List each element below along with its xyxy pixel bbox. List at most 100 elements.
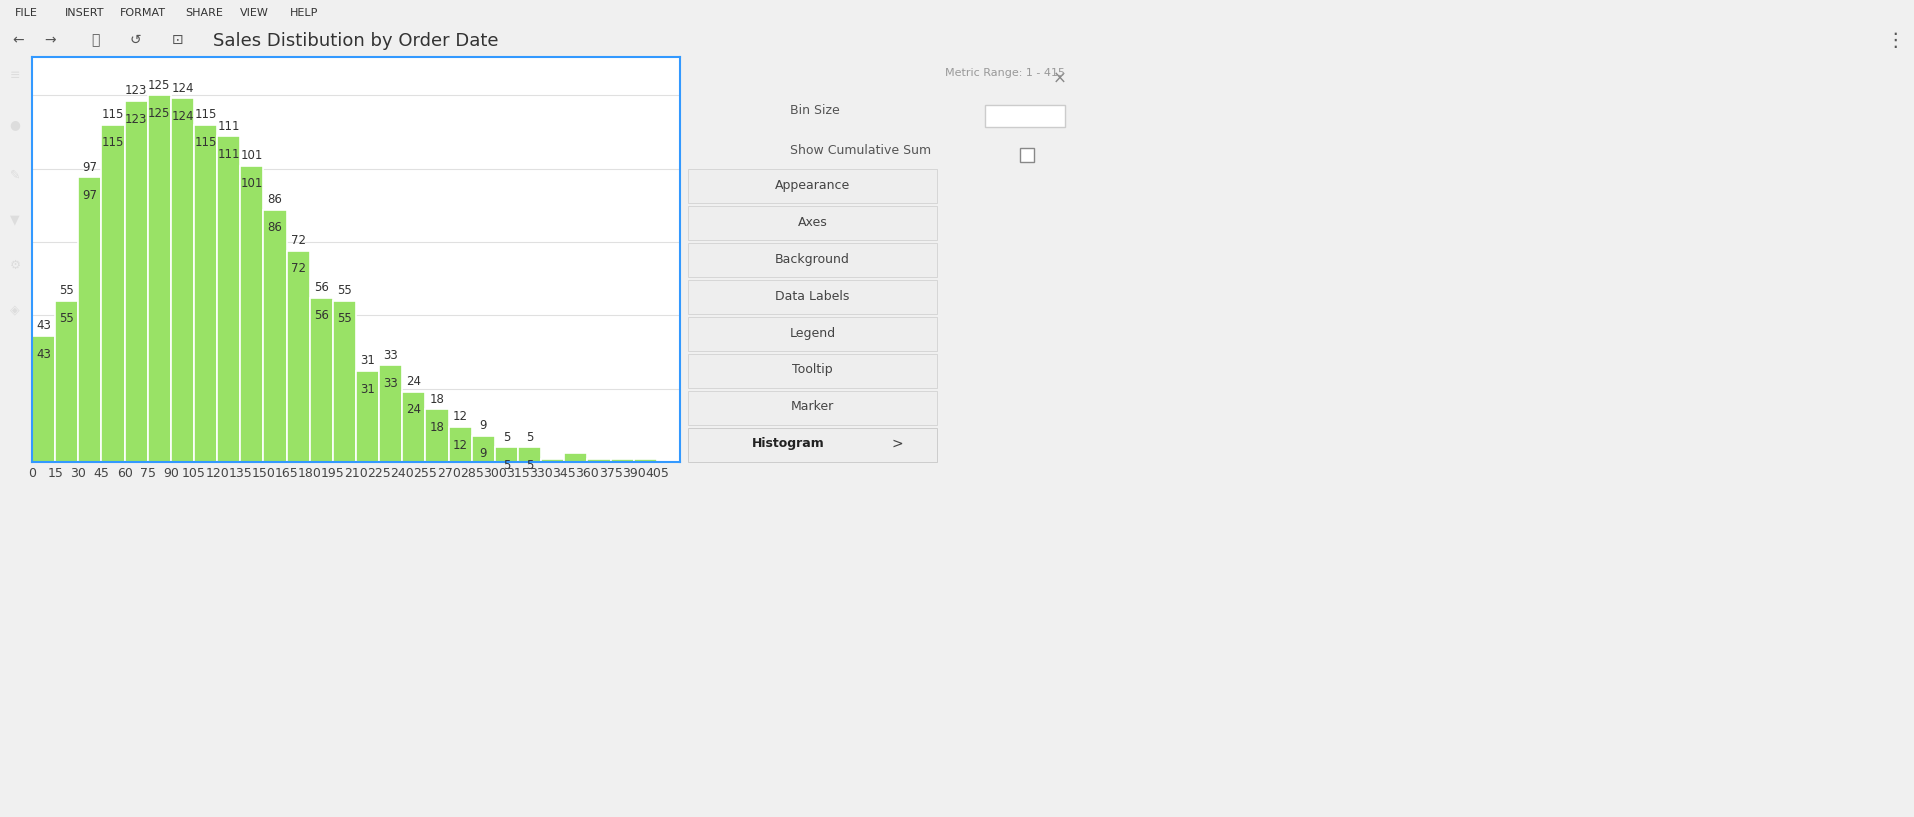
Bar xyxy=(287,251,310,462)
Bar xyxy=(425,409,448,462)
Text: 111: 111 xyxy=(218,120,239,132)
Text: >: > xyxy=(892,437,903,451)
Bar xyxy=(310,297,333,462)
FancyBboxPatch shape xyxy=(687,243,936,277)
Text: ⋮: ⋮ xyxy=(1883,30,1904,50)
Text: 43: 43 xyxy=(36,319,52,333)
Text: Metric Range: 1 - 415: Metric Range: 1 - 415 xyxy=(944,68,1064,78)
Text: 5: 5 xyxy=(526,431,532,444)
Text: 115: 115 xyxy=(101,136,124,150)
Text: 12: 12 xyxy=(452,439,467,452)
Text: 72: 72 xyxy=(291,234,306,248)
Bar xyxy=(101,124,124,462)
Text: 86: 86 xyxy=(268,221,281,234)
Text: ≡: ≡ xyxy=(10,69,21,82)
Bar xyxy=(33,336,56,462)
Text: 33: 33 xyxy=(383,377,398,390)
Bar xyxy=(78,177,101,462)
Text: 9: 9 xyxy=(478,419,486,432)
Text: 97: 97 xyxy=(82,189,98,202)
FancyBboxPatch shape xyxy=(984,105,1064,127)
Text: 12: 12 xyxy=(452,410,467,423)
Text: ←: ← xyxy=(11,33,23,47)
Text: 101: 101 xyxy=(241,149,262,162)
Bar xyxy=(402,391,425,462)
Text: 124: 124 xyxy=(170,109,193,123)
Text: FORMAT: FORMAT xyxy=(121,8,167,18)
FancyBboxPatch shape xyxy=(687,206,936,240)
Bar xyxy=(333,301,356,462)
Text: 111: 111 xyxy=(218,148,239,161)
Text: 55: 55 xyxy=(59,284,75,297)
Text: 124: 124 xyxy=(170,82,193,95)
Text: 97: 97 xyxy=(82,161,98,174)
Bar xyxy=(264,210,287,462)
Text: INSERT: INSERT xyxy=(65,8,105,18)
Text: →: → xyxy=(44,33,56,47)
Text: ✎: ✎ xyxy=(10,168,21,181)
Text: Histogram: Histogram xyxy=(752,437,825,450)
FancyBboxPatch shape xyxy=(687,428,936,462)
Text: 72: 72 xyxy=(291,262,306,275)
Text: 55: 55 xyxy=(337,284,352,297)
Bar xyxy=(356,371,379,462)
Text: VIEW: VIEW xyxy=(239,8,268,18)
Text: ●: ● xyxy=(10,118,21,132)
Text: 18: 18 xyxy=(429,421,444,434)
Text: ↺: ↺ xyxy=(128,33,142,47)
Text: HELP: HELP xyxy=(289,8,318,18)
Text: 101: 101 xyxy=(241,177,262,190)
Text: 💾: 💾 xyxy=(90,33,100,47)
Text: Legend: Legend xyxy=(789,327,835,340)
Text: 86: 86 xyxy=(268,193,281,206)
Text: 24: 24 xyxy=(406,404,421,417)
Bar xyxy=(239,166,264,462)
Text: 55: 55 xyxy=(59,312,75,325)
Bar xyxy=(471,435,494,462)
Title: Sales Distibution by Order Date: Sales Distibution by Order Date xyxy=(212,32,498,50)
Bar xyxy=(124,101,147,462)
FancyBboxPatch shape xyxy=(687,280,936,314)
Text: Background: Background xyxy=(775,252,850,266)
Text: 5: 5 xyxy=(503,459,509,472)
Bar xyxy=(634,459,657,462)
Text: Show Cumulative Sum: Show Cumulative Sum xyxy=(790,144,930,157)
Bar xyxy=(611,459,634,462)
Text: 24: 24 xyxy=(406,375,421,388)
Bar xyxy=(147,95,170,462)
Text: FILE: FILE xyxy=(15,8,38,18)
Text: Data Labels: Data Labels xyxy=(775,289,850,302)
Text: SHARE: SHARE xyxy=(186,8,222,18)
Text: Marker: Marker xyxy=(790,400,835,413)
Text: 43: 43 xyxy=(36,347,52,360)
Bar xyxy=(542,459,565,462)
Text: 115: 115 xyxy=(195,108,216,121)
Bar xyxy=(216,136,239,462)
Text: 55: 55 xyxy=(337,312,352,325)
FancyBboxPatch shape xyxy=(1020,148,1034,162)
Text: 123: 123 xyxy=(124,84,147,97)
Text: ⚙: ⚙ xyxy=(10,258,21,271)
Text: 5: 5 xyxy=(526,459,532,472)
Text: 33: 33 xyxy=(383,349,398,362)
Bar xyxy=(448,426,471,462)
Text: 9: 9 xyxy=(478,448,486,460)
Text: 125: 125 xyxy=(147,107,170,120)
Bar xyxy=(565,453,588,462)
Text: Appearance: Appearance xyxy=(775,178,850,191)
Text: 115: 115 xyxy=(195,136,216,150)
Text: 125: 125 xyxy=(147,78,170,92)
Text: 123: 123 xyxy=(124,113,147,126)
Text: 31: 31 xyxy=(360,355,375,368)
Bar xyxy=(379,365,402,462)
Text: ◈: ◈ xyxy=(10,303,19,316)
Text: Axes: Axes xyxy=(796,216,827,229)
Text: 5: 5 xyxy=(503,431,509,444)
Text: 18: 18 xyxy=(429,393,444,406)
Text: ▼: ▼ xyxy=(10,213,19,226)
Bar xyxy=(193,124,216,462)
Text: Bin Size: Bin Size xyxy=(790,104,840,117)
Bar xyxy=(494,448,517,462)
Bar xyxy=(517,448,542,462)
Text: ×: × xyxy=(1053,70,1066,88)
